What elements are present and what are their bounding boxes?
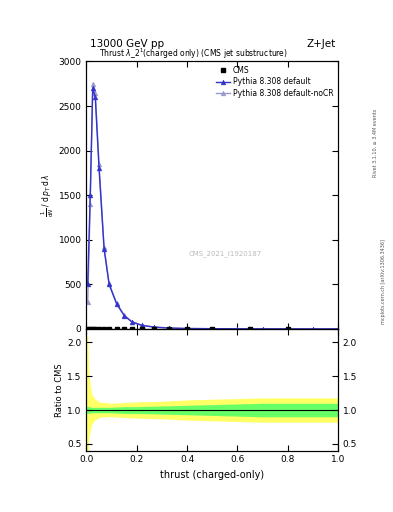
Pythia 8.308 default-noCR — [122, 312, 127, 318]
Pythia 8.308 default-noCR — [235, 326, 240, 332]
Pythia 8.308 default — [336, 326, 340, 332]
Pythia 8.308 default — [93, 94, 97, 100]
Text: CMS_2021_I1920187: CMS_2021_I1920187 — [188, 251, 261, 258]
Pythia 8.308 default — [107, 281, 112, 287]
Pythia 8.308 default-noCR — [152, 324, 157, 330]
CMS — [167, 326, 172, 332]
CMS — [185, 326, 189, 332]
Pythia 8.308 default-noCR — [102, 244, 107, 250]
Pythia 8.308 default — [114, 301, 119, 307]
Text: 13000 GeV pp: 13000 GeV pp — [90, 38, 165, 49]
Line: Pythia 8.308 default-noCR: Pythia 8.308 default-noCR — [85, 81, 340, 331]
Pythia 8.308 default-noCR — [85, 299, 90, 305]
Pythia 8.308 default — [140, 323, 144, 329]
CMS — [85, 326, 90, 332]
Pythia 8.308 default — [97, 165, 101, 172]
CMS — [140, 326, 144, 332]
Pythia 8.308 default — [85, 281, 90, 287]
X-axis label: thrust (charged-only): thrust (charged-only) — [160, 470, 264, 480]
Text: mcplots.cern.ch [arXiv:1306.3436]: mcplots.cern.ch [arXiv:1306.3436] — [381, 239, 386, 324]
Pythia 8.308 default-noCR — [167, 325, 172, 331]
CMS — [90, 326, 95, 332]
Pythia 8.308 default — [210, 326, 215, 332]
Pythia 8.308 default — [122, 312, 127, 318]
CMS — [107, 326, 112, 332]
Pythia 8.308 default-noCR — [310, 326, 315, 332]
Pythia 8.308 default-noCR — [210, 326, 215, 332]
Line: CMS: CMS — [86, 327, 290, 331]
CMS — [210, 326, 215, 332]
Pythia 8.308 default — [310, 326, 315, 332]
Pythia 8.308 default-noCR — [260, 326, 265, 332]
CMS — [129, 326, 134, 332]
Pythia 8.308 default — [88, 192, 93, 198]
Pythia 8.308 default-noCR — [97, 161, 101, 167]
Pythia 8.308 default — [152, 324, 157, 330]
Pythia 8.308 default — [167, 325, 172, 331]
Pythia 8.308 default-noCR — [336, 326, 340, 332]
Pythia 8.308 default-noCR — [88, 201, 93, 207]
Text: Thrust $\lambda$_2$^1$(charged only) (CMS jet substructure): Thrust $\lambda$_2$^1$(charged only) (CM… — [99, 47, 288, 61]
CMS — [248, 326, 252, 332]
Pythia 8.308 default-noCR — [90, 81, 95, 87]
Pythia 8.308 default — [285, 326, 290, 332]
Pythia 8.308 default — [260, 326, 265, 332]
Pythia 8.308 default-noCR — [107, 281, 112, 287]
Y-axis label: Ratio to CMS: Ratio to CMS — [55, 363, 64, 417]
CMS — [152, 326, 157, 332]
Pythia 8.308 default-noCR — [285, 326, 290, 332]
CMS — [97, 326, 101, 332]
Pythia 8.308 default-noCR — [129, 318, 134, 325]
Pythia 8.308 default — [129, 319, 134, 325]
CMS — [93, 326, 97, 332]
Pythia 8.308 default — [102, 246, 107, 252]
Line: Pythia 8.308 default: Pythia 8.308 default — [85, 86, 340, 331]
CMS — [102, 326, 107, 332]
Pythia 8.308 default — [90, 85, 95, 91]
CMS — [122, 326, 127, 332]
Legend: CMS, Pythia 8.308 default, Pythia 8.308 default-noCR: CMS, Pythia 8.308 default, Pythia 8.308 … — [213, 63, 336, 101]
Pythia 8.308 default-noCR — [185, 326, 189, 332]
Text: Z+Jet: Z+Jet — [307, 38, 336, 49]
CMS — [88, 326, 93, 332]
Y-axis label: $\frac{1}{\mathrm{d}N}$ / $\mathrm{d}\,p_T\,\mathrm{d}\,\lambda$: $\frac{1}{\mathrm{d}N}$ / $\mathrm{d}\,p… — [40, 174, 56, 217]
Pythia 8.308 default — [235, 326, 240, 332]
Pythia 8.308 default-noCR — [114, 300, 119, 306]
Pythia 8.308 default-noCR — [93, 90, 97, 96]
Text: Rivet 3.1.10, ≥ 3.4M events: Rivet 3.1.10, ≥ 3.4M events — [373, 109, 378, 178]
Pythia 8.308 default-noCR — [140, 322, 144, 328]
Pythia 8.308 default — [185, 326, 189, 332]
CMS — [114, 326, 119, 332]
CMS — [285, 326, 290, 332]
